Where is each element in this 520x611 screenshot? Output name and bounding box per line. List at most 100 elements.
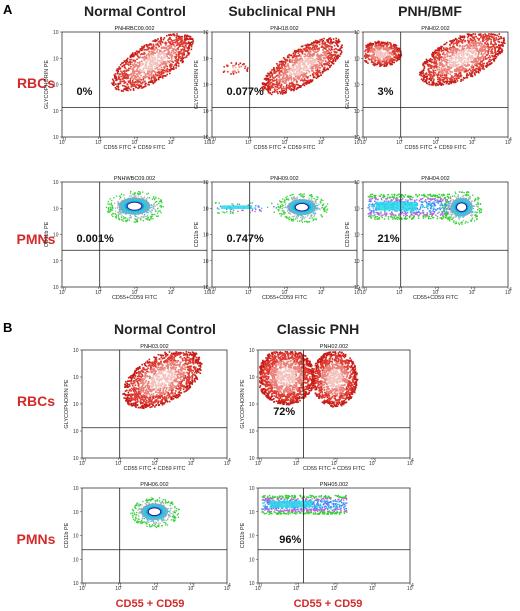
x-axis-label: CD55+CD59 FITC bbox=[262, 295, 307, 301]
x-tick-exponent: 4 bbox=[228, 458, 231, 464]
percentage-label: 72% bbox=[273, 406, 295, 418]
percentage-label: 0.077% bbox=[227, 86, 265, 98]
y-tick-label: 10 bbox=[354, 109, 360, 115]
x-tick-label: 10 bbox=[318, 140, 324, 146]
b-plot-0: PNH03.002 CD55 FITC + CD59 FITC GLYCOPHORI… bbox=[64, 344, 231, 472]
x-tick-exponent: 2 bbox=[335, 458, 338, 464]
x-tick-exponent: 2 bbox=[437, 137, 440, 143]
b-plot-frame bbox=[81, 487, 228, 584]
y-tick-label: 10 bbox=[53, 83, 59, 89]
b-plot-frame bbox=[81, 349, 228, 459]
percentage-label: 0% bbox=[77, 86, 93, 98]
y-tick-label: 10 bbox=[73, 510, 79, 516]
x-tick-label: 10 bbox=[255, 461, 261, 467]
x-tick-label: 10 bbox=[360, 140, 366, 146]
y-axis-label: CD11b PE bbox=[44, 221, 50, 247]
x-tick-exponent: 1 bbox=[297, 583, 300, 589]
y-tick-label: 10 bbox=[249, 486, 255, 492]
x-tick-exponent: 3 bbox=[373, 458, 376, 464]
y-tick-label: 10 bbox=[354, 180, 360, 186]
x-tick-exponent: 3 bbox=[473, 137, 476, 143]
x-tick-exponent: 2 bbox=[437, 287, 440, 293]
panel-b-bottom-label-normal: CD55 + CD59 bbox=[116, 598, 185, 610]
y-tick-label: 10 bbox=[203, 56, 209, 62]
x-tick-exponent: 2 bbox=[136, 137, 139, 143]
x-tick-label: 10 bbox=[354, 290, 360, 296]
x-axis-label: CD55 FITC + CD59 FITC bbox=[303, 466, 365, 472]
x-tick-label: 10 bbox=[331, 461, 337, 467]
x-tick-label: 10 bbox=[293, 586, 299, 592]
x-tick-label: 10 bbox=[168, 290, 174, 296]
plot-title: PNH06.002 bbox=[140, 482, 168, 488]
panel-a-row-pmns: PMNs bbox=[17, 231, 56, 247]
x-tick-exponent: 4 bbox=[358, 137, 361, 143]
x-axis-label: CD55+CD59 FITC bbox=[413, 295, 458, 301]
x-tick-label: 10 bbox=[115, 586, 121, 592]
x-tick-label: 10 bbox=[293, 461, 299, 467]
x-tick-exponent: 4 bbox=[208, 137, 211, 143]
x-axis-label: CD55 FITC + CD59 FITC bbox=[124, 466, 186, 472]
pnh-pmn-population bbox=[214, 201, 278, 214]
y-tick-label: 10 bbox=[203, 285, 209, 291]
y-axis-label: GLYCOPHORIN PE bbox=[44, 60, 50, 109]
x-axis-label: CD55+CD59 FITC bbox=[112, 295, 157, 301]
x-axis-label: CD55 FITC + CD59 FITC bbox=[104, 145, 166, 151]
a-plot-0: PNHRBC09.002 CD55 FITC + CD59 FITC GLYCOPH… bbox=[44, 26, 211, 151]
y-tick-label: 10 bbox=[73, 402, 79, 408]
y-tick-label: 10 bbox=[53, 56, 59, 62]
x-tick-exponent: 1 bbox=[119, 583, 122, 589]
x-tick-label: 10 bbox=[168, 140, 174, 146]
y-tick-label: 10 bbox=[249, 534, 255, 540]
x-tick-label: 10 bbox=[132, 140, 138, 146]
y-tick-label: 10 bbox=[249, 429, 255, 435]
plot-title: PNH05.002 bbox=[320, 482, 348, 488]
y-tick-label: 10 bbox=[53, 285, 59, 291]
y-tick-label: 10 bbox=[203, 135, 209, 141]
x-axis-label: CD55 FITC + CD59 FITC bbox=[405, 145, 467, 151]
panel-b-bottom-label-classic: CD55 + CD59 bbox=[294, 598, 363, 610]
x-tick-label: 10 bbox=[396, 140, 402, 146]
pnh-pmn-population bbox=[261, 494, 348, 516]
y-tick-label: 10 bbox=[249, 557, 255, 563]
x-tick-exponent: 3 bbox=[322, 137, 325, 143]
y-tick-label: 10 bbox=[203, 30, 209, 36]
y-tick-label: 10 bbox=[249, 348, 255, 354]
x-tick-exponent: 3 bbox=[172, 137, 175, 143]
x-tick-label: 10 bbox=[188, 461, 194, 467]
y-tick-label: 10 bbox=[203, 109, 209, 115]
y-tick-label: 10 bbox=[203, 259, 209, 265]
y-tick-label: 10 bbox=[249, 510, 255, 516]
pmn-population bbox=[130, 497, 180, 529]
x-tick-exponent: 0 bbox=[364, 137, 367, 143]
y-tick-label: 10 bbox=[53, 259, 59, 265]
y-axis-label: GLYCOPHORIN PE bbox=[345, 60, 351, 109]
x-tick-exponent: 4 bbox=[509, 287, 512, 293]
x-tick-label: 10 bbox=[59, 290, 65, 296]
x-tick-label: 10 bbox=[354, 140, 360, 146]
x-tick-label: 10 bbox=[369, 461, 375, 467]
y-tick-label: 10 bbox=[249, 375, 255, 381]
x-tick-exponent: 3 bbox=[373, 583, 376, 589]
x-tick-exponent: 1 bbox=[249, 287, 252, 293]
plot-title: PNH02.002 bbox=[320, 344, 348, 350]
x-tick-exponent: 1 bbox=[400, 137, 403, 143]
percentage-label: 21% bbox=[378, 233, 400, 245]
y-axis-label: CD11b PE bbox=[345, 221, 351, 247]
y-tick-label: 10 bbox=[354, 233, 360, 239]
y-tick-label: 10 bbox=[73, 456, 79, 462]
x-tick-label: 10 bbox=[132, 290, 138, 296]
y-tick-label: 10 bbox=[73, 534, 79, 540]
plot-title: PNH04.002 bbox=[421, 176, 449, 182]
x-tick-exponent: 0 bbox=[213, 137, 216, 143]
x-tick-label: 10 bbox=[204, 290, 210, 296]
x-tick-exponent: 4 bbox=[358, 287, 361, 293]
y-tick-label: 10 bbox=[203, 180, 209, 186]
panel-a-col-normal: Normal Control bbox=[84, 3, 186, 19]
x-tick-label: 10 bbox=[433, 290, 439, 296]
